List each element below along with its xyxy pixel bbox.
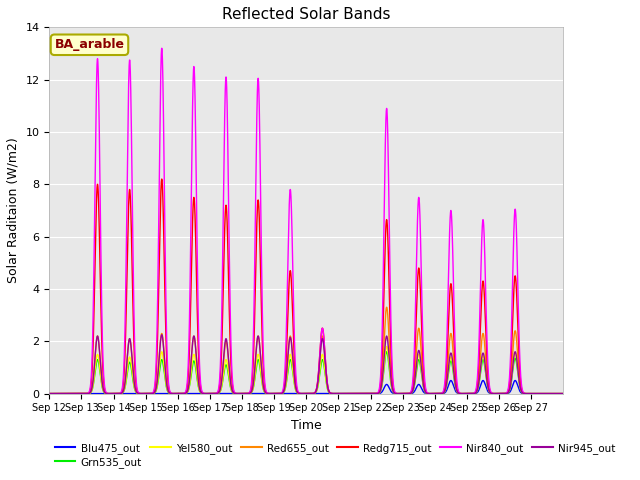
Nir840_out [45, 391, 53, 396]
Grn535_out [45, 391, 53, 396]
Yel580_out [383, 344, 390, 349]
Yel580_out [71, 391, 79, 396]
Red655_out [454, 389, 461, 395]
Nir840_out [349, 391, 357, 396]
Line: Redg715_out: Redg715_out [49, 179, 563, 394]
Grn535_out [427, 391, 435, 396]
Red655_out [349, 391, 357, 396]
Red655_out [232, 391, 239, 396]
Red655_out [71, 391, 79, 396]
Yel580_out [232, 391, 239, 396]
Blu475_out [559, 391, 567, 396]
Blu475_out [454, 390, 461, 396]
Red655_out [427, 391, 435, 396]
Red655_out [372, 391, 380, 396]
Line: Nir840_out: Nir840_out [49, 48, 563, 394]
Blu475_out [71, 391, 79, 396]
Red655_out [383, 304, 390, 310]
Title: Reflected Solar Bands: Reflected Solar Bands [222, 7, 390, 22]
Nir840_out [427, 391, 435, 396]
Yel580_out [454, 390, 461, 396]
Yel580_out [559, 391, 567, 396]
Nir945_out [427, 391, 435, 396]
Line: Grn535_out: Grn535_out [49, 352, 563, 394]
Blu475_out [372, 391, 380, 396]
Redg715_out [45, 391, 53, 396]
Line: Red655_out: Red655_out [49, 307, 563, 394]
Nir945_out [232, 391, 239, 396]
Nir945_out [158, 332, 166, 337]
Grn535_out [383, 349, 390, 355]
Nir945_out [71, 391, 79, 396]
Nir945_out [45, 391, 53, 396]
Yel580_out [349, 391, 357, 396]
Blu475_out [232, 391, 239, 396]
Nir840_out [559, 391, 567, 396]
X-axis label: Time: Time [291, 419, 322, 432]
Line: Yel580_out: Yel580_out [49, 347, 563, 394]
Nir840_out [71, 391, 79, 396]
Redg715_out [71, 391, 79, 396]
Grn535_out [349, 391, 357, 396]
Line: Nir945_out: Nir945_out [49, 335, 563, 394]
Redg715_out [232, 391, 239, 396]
Blu475_out [426, 391, 434, 396]
Grn535_out [71, 391, 79, 396]
Redg715_out [372, 391, 380, 396]
Nir945_out [349, 391, 357, 396]
Line: Blu475_out: Blu475_out [49, 381, 563, 394]
Red655_out [559, 391, 567, 396]
Yel580_out [427, 391, 435, 396]
Blu475_out [447, 378, 454, 384]
Text: BA_arable: BA_arable [54, 38, 125, 51]
Blu475_out [45, 391, 53, 396]
Legend: Blu475_out, Grn535_out, Yel580_out, Red655_out, Redg715_out, Nir840_out, Nir945_: Blu475_out, Grn535_out, Yel580_out, Red6… [54, 443, 615, 468]
Grn535_out [372, 391, 380, 396]
Y-axis label: Solar Raditaion (W/m2): Solar Raditaion (W/m2) [7, 138, 20, 283]
Nir840_out [232, 390, 239, 396]
Nir840_out [454, 386, 461, 392]
Nir945_out [372, 391, 380, 396]
Grn535_out [232, 391, 239, 396]
Blu475_out [349, 391, 357, 396]
Grn535_out [559, 391, 567, 396]
Redg715_out [559, 391, 567, 396]
Red655_out [45, 391, 53, 396]
Grn535_out [454, 390, 461, 396]
Yel580_out [45, 391, 53, 396]
Redg715_out [158, 176, 166, 182]
Nir945_out [559, 391, 567, 396]
Nir840_out [372, 391, 380, 396]
Redg715_out [349, 391, 357, 396]
Yel580_out [372, 391, 380, 396]
Redg715_out [427, 391, 435, 396]
Redg715_out [454, 388, 461, 394]
Nir945_out [454, 390, 461, 396]
Nir840_out [158, 45, 166, 51]
